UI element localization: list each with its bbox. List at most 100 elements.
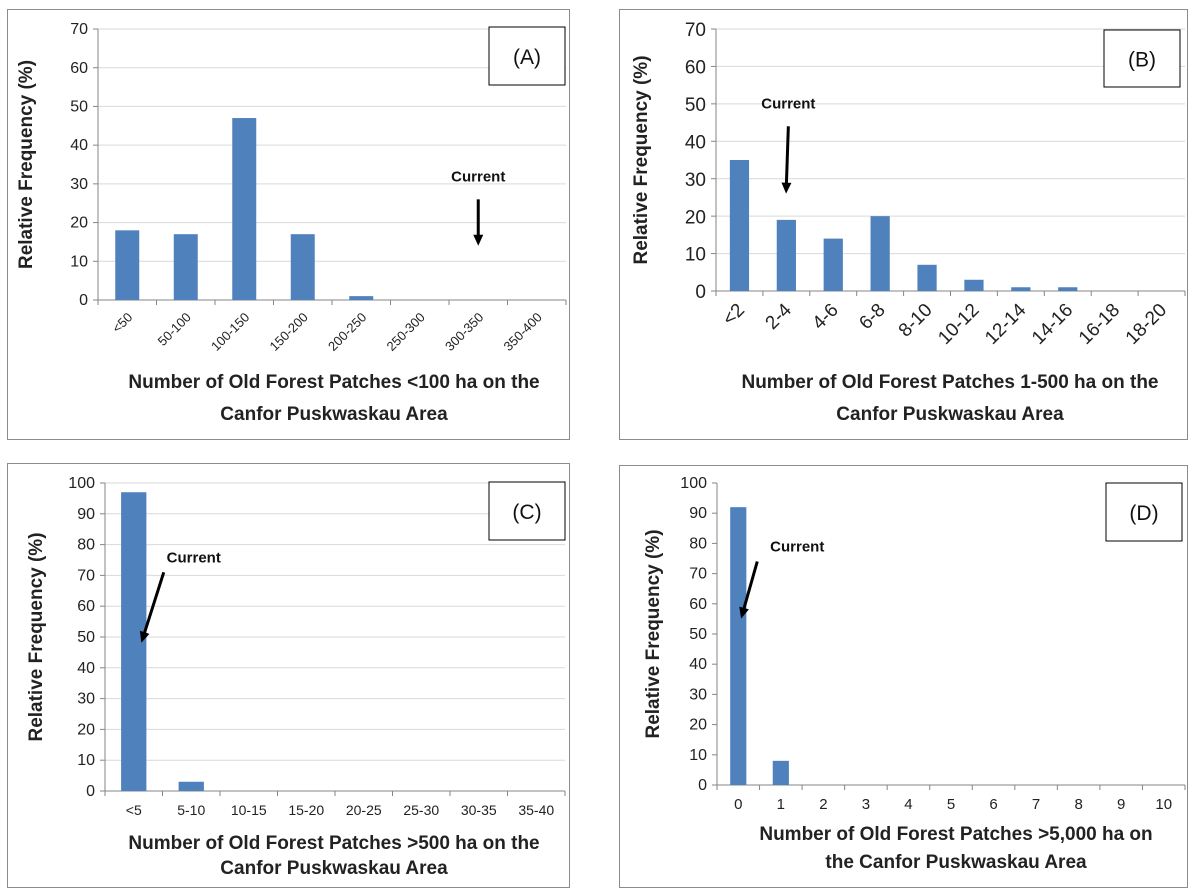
x-tick-label: <2 [719,300,749,330]
current-arrow-shaft [142,571,166,636]
chart-d: 0 10 20 30 40 50 60 70 80 90 100 0 1 2 3 4 5 6 7 8 9 10 Relati… [643,475,1186,873]
y-tick-label: 30 [70,176,88,193]
y-tick-label: 30 [685,170,706,191]
x-tick-label: 16-18 [1075,300,1124,349]
x-tick-label: 250-300 [384,310,428,354]
y-tick-label: 10 [685,245,706,266]
bar [1011,287,1031,291]
y-tick-label: 60 [689,596,707,613]
y-tick-label: 0 [86,783,95,800]
y-axis-label: Relative Frequency (%) [26,532,47,741]
y-tick-label: 70 [685,20,706,41]
x-tick-label: <5 [126,802,142,818]
chart-panel-c: 0 10 20 30 40 50 60 70 80 90 100 <5 5-10 10-15 15-20 20… [7,463,570,888]
x-tick-label: 14-16 [1028,300,1077,349]
x-tick-label: 18-20 [1122,300,1171,349]
y-tick-label: 60 [70,60,88,77]
x-tick-label: 5 [947,796,955,813]
current-annotation-label: Current [167,549,221,566]
x-tick-label: 1 [777,796,785,813]
x-tick-label: 30-35 [461,802,497,818]
y-tick-label: 10 [689,747,707,764]
y-tick-label: 80 [77,537,95,554]
x-tick-label: 10-12 [934,300,983,349]
x-axis-label: Canfor Puskwaskau Area [220,404,448,425]
x-tick-label: 7 [1032,796,1040,813]
y-tick-label: 20 [77,721,95,738]
y-tick-label: 20 [685,207,706,228]
panel-label-box [1103,29,1181,88]
bar [823,238,843,291]
y-tick-label: 40 [70,137,88,154]
current-annotation-label: Current [770,539,824,556]
chart-panel-b: 0 10 20 30 40 50 60 70 <2 2-4 4-6 6-8 8-10 10-12 12-14… [619,9,1188,440]
x-tick-label: 25-30 [403,802,439,818]
bar [121,492,147,791]
x-tick-label: <50 [109,310,135,336]
x-tick-label: 8-10 [895,300,937,342]
x-tick-label: 6 [989,796,997,813]
current-arrow-shaft [784,126,790,186]
x-tick-label: 20-25 [346,802,382,818]
bar [349,296,374,300]
panel-label: (D) [1129,502,1158,525]
y-tick-label: 70 [77,567,95,584]
x-tick-label: 200-250 [325,310,369,354]
x-tick-label: 4-6 [809,300,843,334]
bar [729,160,750,291]
bar [232,118,257,301]
bar [776,219,796,291]
y-tick-label: 60 [685,58,706,79]
x-tick-label: 3 [862,796,870,813]
y-tick-label: 50 [70,98,88,115]
y-tick-label: 20 [70,215,88,232]
y-tick-label: 30 [689,686,707,703]
x-tick-label: 2-4 [762,299,797,334]
current-annotation-label: Current [451,168,505,185]
y-axis-label: Relative Frequency (%) [643,529,664,738]
y-tick-label: 0 [695,282,706,303]
bar [290,234,315,300]
chart-b: 0 10 20 30 40 50 60 70 <2 2-4 4-6 6-8 8-1010-1212-14… [631,20,1186,425]
panel-label: (B) [1128,49,1156,72]
x-tick-label: 300-350 [442,310,486,354]
y-tick-label: 0 [698,777,707,794]
current-annotation-label: Current [761,95,815,112]
chart-b-svg: 0 10 20 30 40 50 60 70 <2 2-4 4-6 6-8 8-1010-1212-14… [631,20,1186,425]
bar [178,781,204,791]
y-tick-label: 40 [689,656,707,673]
panel-label: (A) [513,46,541,69]
x-tick-label: 12-14 [981,299,1031,349]
y-tick-label: 10 [70,253,88,270]
panel-label-box [1105,482,1183,542]
chart-panel-d: 0 10 20 30 40 50 60 70 80 90 100 0 1 2 3 4 5 6 7 8 9 10 Relati… [619,465,1188,888]
x-tick-label: 10-15 [231,802,267,818]
current-arrow-head [781,182,792,194]
current-arrow-head [739,606,749,619]
x-axis-label: the Canfor Puskwaskau Area [825,852,1087,873]
y-tick-label: 80 [689,535,707,552]
chart-panel-a: 0 10 20 30 40 50 60 70 <50 50-100 100-150 150-200 20… [7,9,570,440]
x-axis-label: Number of Old Forest Patches >500 ha on … [128,833,539,854]
y-tick-label: 100 [680,475,707,492]
y-tick-label: 70 [70,21,88,38]
x-tick-label: 150-200 [267,310,311,354]
panel-label: (C) [512,501,541,524]
y-tick-label: 90 [689,505,707,522]
y-axis-label: Relative Frequency (%) [631,55,652,264]
y-tick-label: 60 [77,598,95,615]
x-tick-label: 10 [1155,796,1172,813]
x-tick-label: 6-8 [855,300,889,334]
y-tick-label: 50 [77,629,95,646]
y-tick-label: 40 [77,660,95,677]
panel-label-box [488,26,566,86]
chart-c: 0 10 20 30 40 50 60 70 80 90 100 <5 5-10 10-15 15-20 20… [26,475,566,879]
chart-d-svg: 0 10 20 30 40 50 60 70 80 90 100 0 1 2 3 4 5 6 7 8 9 10 Relati… [643,475,1186,873]
current-arrow-shaft [741,561,759,612]
x-tick-label: 35-40 [518,802,554,818]
bar [115,230,140,300]
x-tick-label: 15-20 [288,802,324,818]
x-tick-label: 5-10 [177,802,205,818]
current-arrow-head [139,630,150,643]
y-tick-label: 50 [685,95,706,116]
